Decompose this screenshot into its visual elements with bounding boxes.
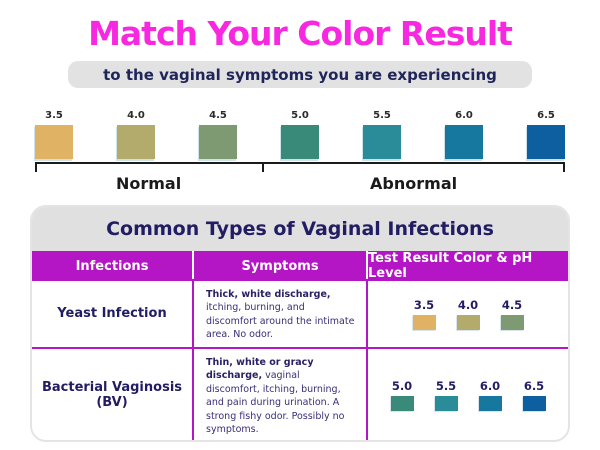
result-ph-label: 6.5 — [523, 379, 545, 394]
result-item: 4.5 — [500, 297, 524, 330]
table-row-bacterial-vaginosis: Bacterial Vaginosis (BV) Thin, white or … — [32, 346, 568, 440]
color-swatch — [199, 125, 237, 159]
symptoms-text: Thin, white or gracy discharge, vaginal … — [194, 348, 368, 440]
result-item: 6.5 — [522, 379, 546, 412]
result-color-swatch — [478, 396, 502, 412]
ph-swatch-5-5: 5.5 — [363, 110, 401, 159]
ph-value-label: 4.5 — [209, 110, 227, 121]
ph-swatch-5-0: 5.0 — [281, 110, 319, 159]
symptoms-lead: Thin, white or gracy discharge, — [206, 356, 314, 382]
result-color-swatch — [522, 396, 546, 412]
symptoms-detail: vaginal discomfort, itching, burning, an… — [206, 370, 345, 436]
range-bracket — [35, 162, 565, 172]
color-swatch — [281, 125, 319, 159]
result-color-swatch — [456, 314, 480, 330]
ph-swatch-6-0: 6.0 — [445, 110, 483, 159]
result-item: 5.0 — [390, 379, 414, 412]
page-subtitle: to the vaginal symptoms you are experien… — [68, 61, 532, 88]
column-header-symptoms: Symptoms — [194, 251, 368, 281]
result-ph-label: 6.0 — [479, 379, 501, 394]
ph-value-label: 4.0 — [127, 110, 145, 121]
ph-swatch-4-5: 4.5 — [199, 110, 237, 159]
ph-value-label: 5.5 — [373, 110, 391, 121]
panel-title: Common Types of Vaginal Infections — [32, 207, 568, 251]
range-labels: Normal Abnormal — [35, 174, 565, 193]
ph-swatch-3-5: 3.5 — [35, 110, 73, 159]
ph-swatch-6-5: 6.5 — [527, 110, 565, 159]
abnormal-range-label: Abnormal — [370, 174, 458, 193]
color-swatch — [527, 125, 565, 159]
normal-range-bracket — [35, 162, 262, 172]
color-swatch — [35, 125, 73, 159]
column-header-test-result: Test Result Color & pH Level — [368, 251, 533, 281]
result-ph-label: 4.5 — [501, 297, 523, 312]
color-swatch — [445, 125, 483, 159]
abnormal-range-bracket — [261, 162, 565, 172]
infections-panel: Common Types of Vaginal Infections Infec… — [30, 205, 570, 442]
result-ph-label: 5.0 — [391, 379, 413, 394]
color-swatch — [363, 125, 401, 159]
ph-value-label: 6.0 — [455, 110, 473, 121]
symptoms-text: Thick, white discharge, itching, burning… — [194, 281, 368, 347]
infection-name: Yeast Infection — [32, 281, 194, 347]
result-ph-label: 4.0 — [457, 297, 479, 312]
color-swatch — [117, 125, 155, 159]
result-ph-label: 3.5 — [413, 297, 435, 312]
result-item: 4.0 — [456, 297, 480, 330]
result-color-swatch — [500, 314, 524, 330]
table-row-yeast-infection: Yeast Infection Thick, white discharge, … — [32, 279, 568, 347]
page-title: Match Your Color Result — [88, 14, 513, 53]
result-ph-label: 5.5 — [435, 379, 457, 394]
result-item: 5.5 — [434, 379, 458, 412]
ph-value-label: 6.5 — [537, 110, 555, 121]
ph-color-scale: 3.5 4.0 4.5 5.0 5.5 6.0 6.5 — [35, 110, 565, 193]
ph-swatch-row: 3.5 4.0 4.5 5.0 5.5 6.0 6.5 — [35, 110, 565, 159]
column-header-infections: Infections — [32, 251, 194, 281]
test-result-swatches: 3.5 4.0 4.5 — [368, 281, 568, 347]
ph-value-label: 5.0 — [291, 110, 309, 121]
table-header-row: Infections Symptoms Test Result Color & … — [32, 251, 568, 281]
result-item: 3.5 — [412, 297, 436, 330]
result-color-swatch — [390, 396, 414, 412]
result-item: 6.0 — [478, 379, 502, 412]
infection-name: Bacterial Vaginosis (BV) — [32, 348, 194, 440]
test-result-swatches: 5.0 5.5 6.0 6.5 — [368, 349, 568, 440]
symptoms-lead: Thick, white discharge, — [206, 289, 331, 300]
ph-swatch-4-0: 4.0 — [117, 110, 155, 159]
normal-range-label: Normal — [115, 174, 182, 193]
symptoms-detail: itching, burning, and discomfort around … — [206, 302, 355, 341]
result-color-swatch — [434, 396, 458, 412]
ph-value-label: 3.5 — [45, 110, 63, 121]
result-color-swatch — [412, 314, 436, 330]
